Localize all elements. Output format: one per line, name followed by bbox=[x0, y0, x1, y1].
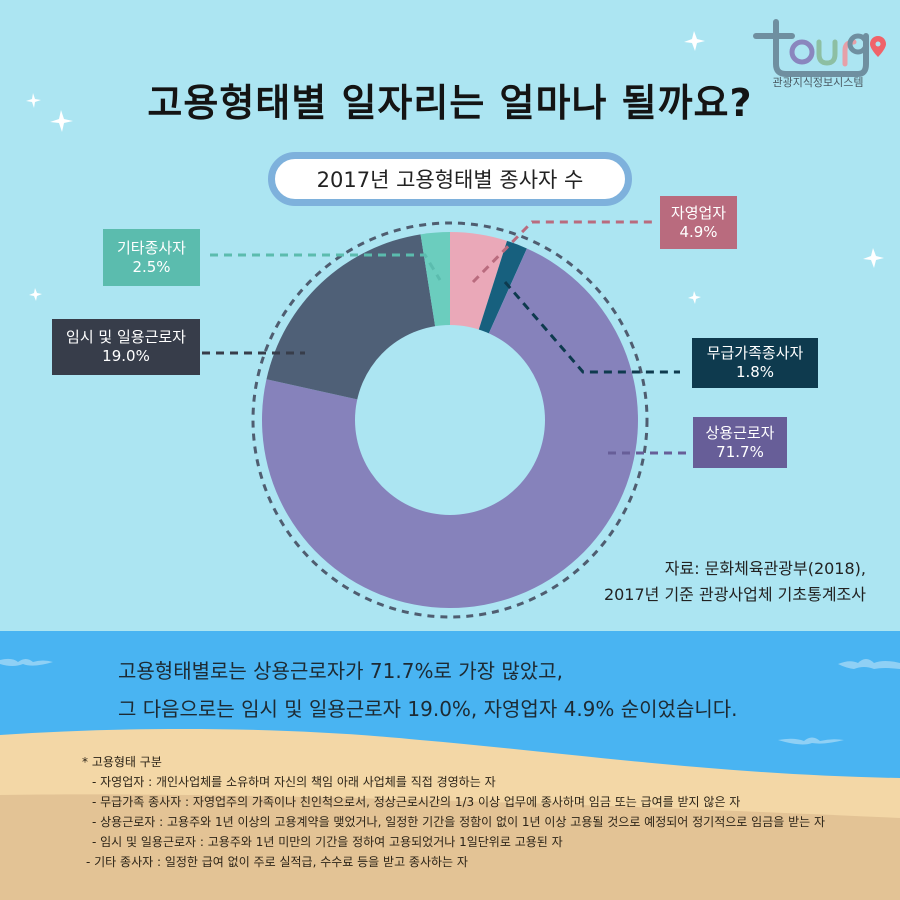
note-item: - 상용근로자 : 고용주와 1년 이상의 고용계약을 맺었거나, 일정한 기간… bbox=[92, 815, 826, 829]
label-value: 2.5% bbox=[132, 257, 171, 276]
label-name: 무급가족종사자 bbox=[706, 344, 804, 362]
label-value: 4.9% bbox=[679, 222, 718, 241]
note-item: - 무급가족 종사자 : 자영업주의 가족이나 친인척으로서, 정상근로시간의 … bbox=[92, 795, 741, 809]
leader-self-employed bbox=[471, 220, 652, 284]
label-other: 기타종사자 2.5% bbox=[103, 229, 200, 286]
label-name: 상용근로자 bbox=[705, 423, 775, 442]
leader-other bbox=[210, 253, 442, 281]
notes-heading: * 고용형태 구분 bbox=[82, 755, 162, 769]
source-note: 자료: 문화체육관광부(2018), 2017년 기준 관광사업체 기초통계조사 bbox=[604, 556, 866, 608]
source-line-1: 자료: 문화체육관광부(2018), bbox=[664, 559, 866, 578]
label-temporary: 임시 및 일용근로자 19.0% bbox=[52, 319, 200, 375]
leader-unpaid-family bbox=[503, 281, 680, 374]
note-item: - 자영업자 : 개인사업체를 소유하며 자신의 책임 아래 사업체를 직접 경… bbox=[92, 775, 496, 789]
label-name: 기타종사자 bbox=[116, 238, 186, 257]
wave-icon bbox=[0, 658, 900, 745]
label-regular: 상용근로자 71.7% bbox=[693, 417, 787, 468]
leader-lines bbox=[202, 220, 690, 455]
label-self-employed: 자영업자 4.9% bbox=[660, 196, 737, 249]
logo-caption: 관광지식정보시스템 bbox=[772, 76, 864, 89]
page-title: 고용형태별 일자리는 얼마나 될까요? bbox=[147, 81, 753, 125]
label-value: 19.0% bbox=[102, 347, 150, 365]
label-unpaid-family: 무급가족종사자 1.8% bbox=[692, 338, 818, 388]
summary-text: 고용형태별로는 상용근로자가 71.7%로 가장 많았고, 그 다음으로는 임시… bbox=[118, 652, 738, 728]
label-value: 1.8% bbox=[735, 363, 775, 381]
summary-line-1: 고용형태별로는 상용근로자가 71.7%로 가장 많았고, bbox=[118, 659, 563, 683]
label-name: 자영업자 bbox=[670, 203, 727, 222]
definitions-notes: * 고용형태 구분 - 자영업자 : 개인사업체를 소유하며 자신의 책임 아래… bbox=[82, 752, 825, 872]
chart-subtitle-text: 2017년 고용형태별 종사자 수 bbox=[316, 168, 584, 192]
tour9-logo bbox=[753, 19, 886, 77]
label-name: 임시 및 일용근로자 bbox=[66, 328, 186, 346]
source-line-2: 2017년 기준 관광사업체 기초통계조사 bbox=[603, 585, 866, 604]
note-item: - 임시 및 일용근로자 : 고용주와 1년 미만의 기간을 정하여 고용되었거… bbox=[92, 835, 563, 849]
map-pin-icon bbox=[870, 36, 886, 57]
chart-subtitle: 2017년 고용형태별 종사자 수 bbox=[268, 152, 632, 206]
label-value: 71.7% bbox=[716, 442, 764, 461]
note-item: - 기타 종사자 : 일정한 급여 없이 주로 실적급, 수수료 등을 받고 종… bbox=[86, 855, 468, 869]
summary-line-2: 그 다음으로는 임시 및 일용근로자 19.0%, 자영업자 4.9% 순이었습… bbox=[118, 697, 738, 721]
